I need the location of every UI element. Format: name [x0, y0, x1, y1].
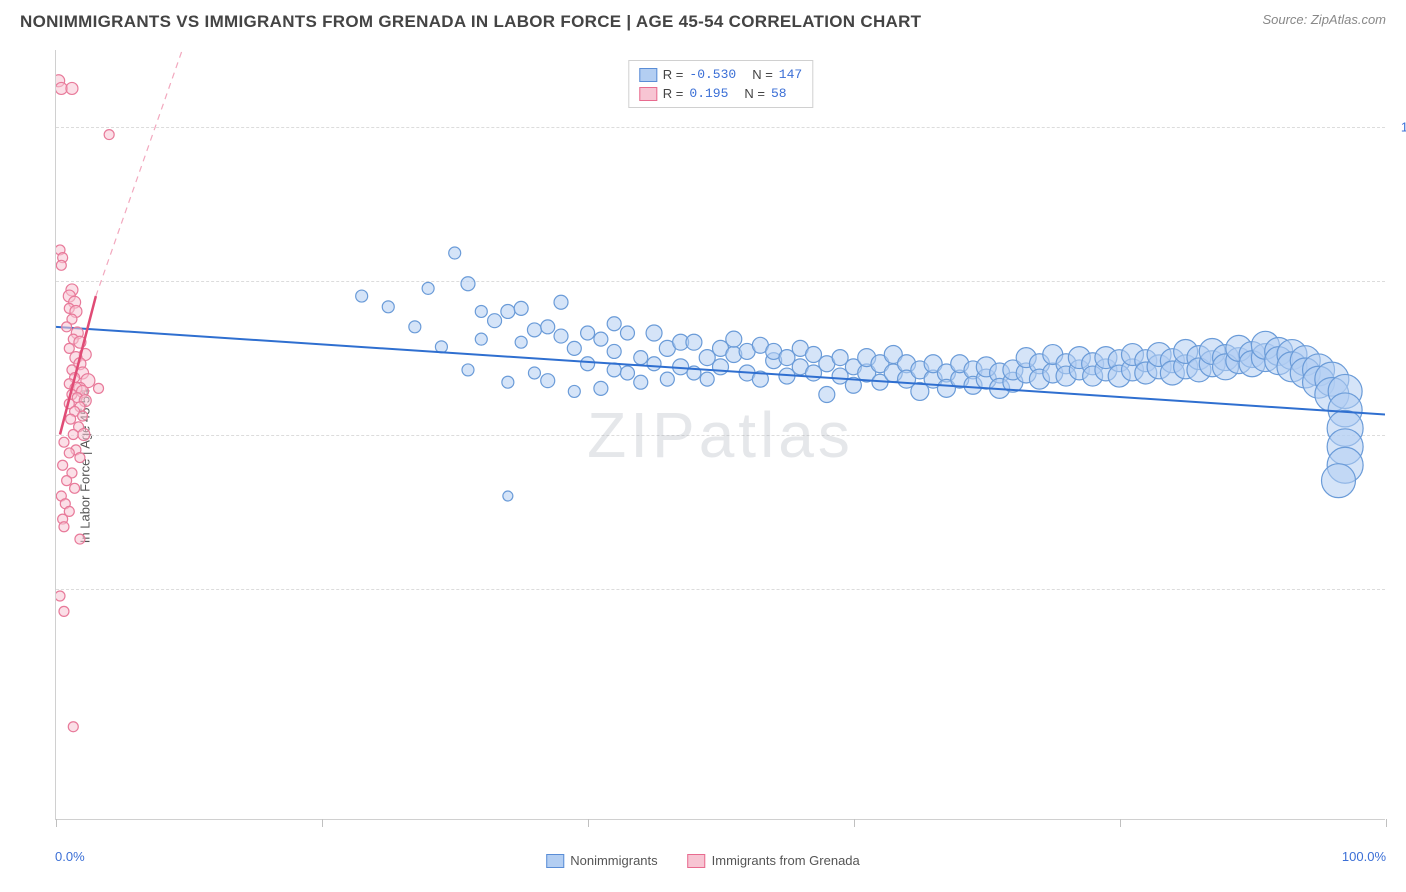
- legend-n-value-pink: 58: [771, 86, 787, 101]
- legend-r-value-blue: -0.530: [689, 67, 736, 82]
- x-axis-label-max: 100.0%: [1342, 849, 1386, 864]
- swatch-pink-icon: [688, 854, 706, 868]
- legend-r-label: R =: [663, 67, 684, 82]
- x-tick: [854, 819, 855, 827]
- x-axis-label-min: 0.0%: [55, 849, 85, 864]
- series-legend: Nonimmigrants Immigrants from Grenada: [546, 853, 860, 868]
- legend-item-blue: Nonimmigrants: [546, 853, 657, 868]
- legend-r-value-pink: 0.195: [689, 86, 728, 101]
- x-tick: [588, 819, 589, 827]
- legend-n-value-blue: 147: [779, 67, 802, 82]
- x-tick: [322, 819, 323, 827]
- x-tick: [1120, 819, 1121, 827]
- legend-r-label: R =: [663, 86, 684, 101]
- scatter-plot-svg: [56, 50, 1385, 819]
- header: NONIMMIGRANTS VS IMMIGRANTS FROM GRENADA…: [0, 0, 1406, 40]
- legend-n-label: N =: [744, 86, 765, 101]
- y-tick-label: 100.0%: [1401, 120, 1406, 135]
- legend-n-label: N =: [752, 67, 773, 82]
- legend-row-blue: R = -0.530 N = 147: [639, 65, 802, 84]
- swatch-blue-icon: [639, 68, 657, 82]
- x-tick: [1386, 819, 1387, 827]
- legend-row-pink: R = 0.195 N = 58: [639, 84, 802, 103]
- x-tick: [56, 819, 57, 827]
- correlation-legend: R = -0.530 N = 147 R = 0.195 N = 58: [628, 60, 813, 108]
- chart-container: NONIMMIGRANTS VS IMMIGRANTS FROM GRENADA…: [0, 0, 1406, 892]
- source-attribution: Source: ZipAtlas.com: [1262, 12, 1386, 27]
- chart-title: NONIMMIGRANTS VS IMMIGRANTS FROM GRENADA…: [20, 12, 921, 32]
- legend-item-pink: Immigrants from Grenada: [688, 853, 860, 868]
- chart-wrap: In Labor Force | Age 45-54 ZIPatlas R = …: [0, 40, 1406, 892]
- legend-label-pink: Immigrants from Grenada: [712, 853, 860, 868]
- plot-area: ZIPatlas R = -0.530 N = 147 R = 0.195 N …: [55, 50, 1385, 820]
- swatch-pink-icon: [639, 87, 657, 101]
- swatch-blue-icon: [546, 854, 564, 868]
- legend-label-blue: Nonimmigrants: [570, 853, 657, 868]
